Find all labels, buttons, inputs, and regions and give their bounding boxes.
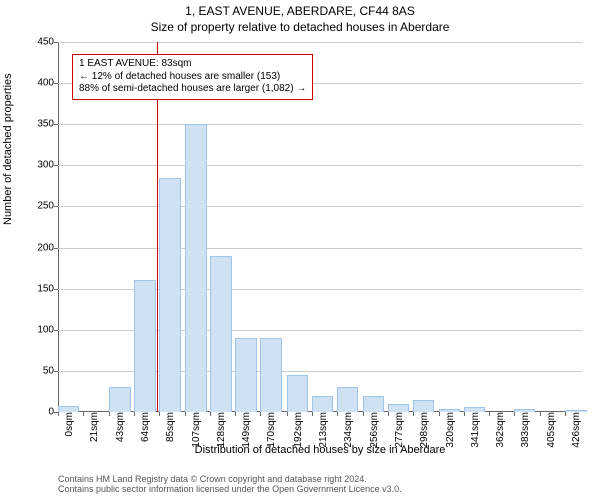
xtick-label: 21sqm: [87, 412, 100, 442]
xtick-mark: [134, 412, 135, 416]
xtick-label: 277sqm: [392, 412, 405, 448]
xtick-label: 0sqm: [62, 412, 75, 436]
xtick-mark: [109, 412, 110, 416]
annotation-line: 1 EAST AVENUE: 83sqm: [79, 58, 306, 71]
histogram-bar: [287, 375, 308, 412]
histogram-bar: [363, 396, 384, 412]
xtick-label: 405sqm: [544, 412, 557, 448]
xtick-label: 85sqm: [163, 412, 176, 442]
xtick-label: 213sqm: [316, 412, 329, 448]
xtick-mark: [210, 412, 211, 416]
xtick-mark: [489, 412, 490, 416]
copyright-line-1: Contains HM Land Registry data © Crown c…: [58, 474, 402, 484]
histogram-bar: [413, 400, 434, 412]
gridline-h: [58, 248, 582, 249]
xtick-mark: [388, 412, 389, 416]
gridline-h: [58, 42, 582, 43]
xtick-mark: [185, 412, 186, 416]
histogram-bar: [388, 404, 409, 412]
xtick-label: 256sqm: [367, 412, 380, 448]
histogram-bar: [260, 338, 281, 412]
plot-area: 0501001502002503003504004500sqm21sqm43sq…: [58, 42, 582, 412]
x-axis-label: Distribution of detached houses by size …: [58, 444, 582, 456]
xtick-mark: [58, 412, 59, 416]
y-axis-label: Number of detached properties: [2, 73, 14, 225]
xtick-label: 192sqm: [291, 412, 304, 448]
xtick-mark: [260, 412, 261, 416]
xtick-mark: [83, 412, 84, 416]
xtick-label: 170sqm: [264, 412, 277, 448]
ytick-label: 250: [28, 201, 58, 212]
ytick-label: 150: [28, 283, 58, 294]
ytick-label: 450: [28, 37, 58, 48]
histogram-bar: [312, 396, 333, 412]
xtick-label: 426sqm: [569, 412, 582, 448]
xtick-mark: [312, 412, 313, 416]
ytick-label: 0: [28, 407, 58, 418]
gridline-h: [58, 165, 582, 166]
annotation-line: 88% of semi-detached houses are larger (…: [79, 83, 306, 96]
gridline-h: [58, 124, 582, 125]
xtick-label: 64sqm: [138, 412, 151, 442]
ytick-label: 200: [28, 242, 58, 253]
copyright-line-2: Contains public sector information licen…: [58, 484, 402, 494]
ytick-label: 100: [28, 324, 58, 335]
y-axis-line: [58, 42, 59, 412]
histogram-bar: [134, 280, 155, 412]
copyright-notice: Contains HM Land Registry data © Crown c…: [58, 474, 402, 494]
xtick-mark: [540, 412, 541, 416]
chart-title-address: 1, EAST AVENUE, ABERDARE, CF44 8AS: [0, 4, 600, 18]
xtick-label: 43sqm: [113, 412, 126, 442]
xtick-label: 341sqm: [468, 412, 481, 448]
ytick-label: 300: [28, 160, 58, 171]
annotation-box: 1 EAST AVENUE: 83sqm← 12% of detached ho…: [72, 54, 313, 100]
xtick-mark: [159, 412, 160, 416]
xtick-label: 234sqm: [341, 412, 354, 448]
histogram-bar: [185, 124, 206, 412]
xtick-label: 298sqm: [417, 412, 430, 448]
xtick-label: 128sqm: [214, 412, 227, 448]
ytick-label: 350: [28, 119, 58, 130]
xtick-label: 107sqm: [189, 412, 202, 448]
chart-container: 1, EAST AVENUE, ABERDARE, CF44 8AS Size …: [0, 0, 600, 500]
xtick-label: 320sqm: [443, 412, 456, 448]
histogram-bar: [210, 256, 231, 412]
xtick-mark: [235, 412, 236, 416]
xtick-label: 362sqm: [493, 412, 506, 448]
xtick-mark: [337, 412, 338, 416]
xtick-mark: [363, 412, 364, 416]
xtick-label: 383sqm: [518, 412, 531, 448]
xtick-mark: [565, 412, 566, 416]
gridline-h: [58, 206, 582, 207]
xtick-mark: [439, 412, 440, 416]
ytick-label: 50: [28, 365, 58, 376]
xtick-mark: [514, 412, 515, 416]
histogram-bar: [159, 178, 180, 412]
histogram-bar: [337, 387, 358, 412]
xtick-label: 149sqm: [239, 412, 252, 448]
histogram-bar: [235, 338, 256, 412]
chart-title-subtitle: Size of property relative to detached ho…: [0, 20, 600, 34]
xtick-mark: [413, 412, 414, 416]
ytick-label: 400: [28, 78, 58, 89]
xtick-mark: [287, 412, 288, 416]
annotation-line: ← 12% of detached houses are smaller (15…: [79, 71, 306, 84]
histogram-bar: [109, 387, 130, 412]
xtick-mark: [464, 412, 465, 416]
